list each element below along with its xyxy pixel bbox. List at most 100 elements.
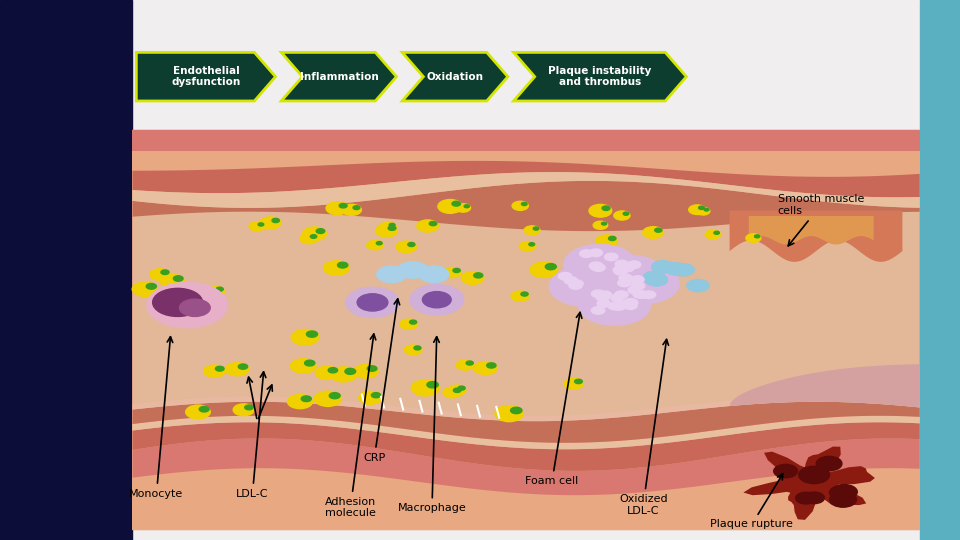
Circle shape <box>417 220 439 232</box>
Circle shape <box>575 379 583 383</box>
Circle shape <box>132 282 157 296</box>
Circle shape <box>408 242 415 247</box>
Circle shape <box>651 260 674 273</box>
Circle shape <box>655 292 662 296</box>
Circle shape <box>146 284 156 289</box>
Circle shape <box>346 287 399 318</box>
Circle shape <box>774 464 798 478</box>
Circle shape <box>615 260 629 268</box>
Circle shape <box>359 392 382 404</box>
Circle shape <box>245 405 253 410</box>
Polygon shape <box>731 364 920 408</box>
Polygon shape <box>136 52 276 101</box>
Circle shape <box>396 241 417 253</box>
Circle shape <box>372 393 380 398</box>
Circle shape <box>376 241 382 245</box>
Circle shape <box>829 486 853 500</box>
Circle shape <box>326 202 348 214</box>
Polygon shape <box>749 216 874 245</box>
Circle shape <box>304 360 315 366</box>
Circle shape <box>549 266 622 307</box>
Circle shape <box>529 242 535 246</box>
Text: Adhesion
molecule: Adhesion molecule <box>324 334 376 518</box>
Circle shape <box>467 361 473 365</box>
Circle shape <box>632 282 645 289</box>
Circle shape <box>388 226 396 231</box>
Circle shape <box>613 266 627 274</box>
Polygon shape <box>132 422 920 471</box>
Circle shape <box>609 237 616 240</box>
Circle shape <box>589 262 603 270</box>
Circle shape <box>260 217 281 229</box>
Circle shape <box>215 366 224 371</box>
Circle shape <box>473 273 483 278</box>
Circle shape <box>631 276 644 284</box>
Polygon shape <box>132 130 920 177</box>
Circle shape <box>434 291 444 296</box>
Circle shape <box>533 227 539 230</box>
Circle shape <box>200 407 209 412</box>
Circle shape <box>521 202 527 206</box>
Circle shape <box>328 368 338 373</box>
Circle shape <box>314 391 342 407</box>
Circle shape <box>511 407 522 414</box>
Circle shape <box>564 244 636 285</box>
Circle shape <box>249 222 265 231</box>
Circle shape <box>597 300 611 307</box>
Circle shape <box>461 272 484 285</box>
Circle shape <box>287 395 313 409</box>
Circle shape <box>291 359 316 373</box>
Circle shape <box>816 456 842 471</box>
Circle shape <box>443 267 461 278</box>
Circle shape <box>474 361 497 375</box>
Circle shape <box>545 264 557 270</box>
Circle shape <box>796 492 817 504</box>
Circle shape <box>643 227 663 238</box>
Circle shape <box>421 289 444 302</box>
Circle shape <box>688 205 706 214</box>
Circle shape <box>746 234 761 242</box>
Circle shape <box>216 287 224 291</box>
Circle shape <box>644 291 663 301</box>
Circle shape <box>511 291 529 301</box>
Circle shape <box>302 227 326 241</box>
Polygon shape <box>132 212 920 421</box>
Circle shape <box>635 291 648 298</box>
Circle shape <box>339 204 348 208</box>
Circle shape <box>591 264 605 272</box>
Circle shape <box>569 282 583 289</box>
Circle shape <box>448 385 466 395</box>
Circle shape <box>578 285 651 326</box>
Circle shape <box>379 222 396 232</box>
Circle shape <box>411 380 440 396</box>
Circle shape <box>205 299 216 305</box>
Circle shape <box>699 206 705 210</box>
Circle shape <box>204 365 226 377</box>
Circle shape <box>589 204 612 217</box>
Circle shape <box>458 386 466 390</box>
Circle shape <box>612 302 626 310</box>
Circle shape <box>272 218 279 222</box>
Circle shape <box>602 222 607 225</box>
Circle shape <box>330 367 357 382</box>
Circle shape <box>422 292 451 308</box>
Polygon shape <box>132 396 920 421</box>
Circle shape <box>147 282 228 328</box>
Circle shape <box>443 387 462 398</box>
Circle shape <box>593 221 608 229</box>
Bar <box>0 0 132 540</box>
Circle shape <box>410 320 417 324</box>
Circle shape <box>627 261 640 268</box>
Circle shape <box>453 388 461 393</box>
Polygon shape <box>132 130 920 151</box>
Circle shape <box>376 266 407 283</box>
Circle shape <box>643 271 666 284</box>
Circle shape <box>608 302 621 310</box>
Polygon shape <box>132 416 920 449</box>
Circle shape <box>329 393 340 399</box>
Circle shape <box>664 262 687 275</box>
Circle shape <box>642 291 656 299</box>
Circle shape <box>375 225 397 237</box>
Circle shape <box>353 206 360 210</box>
Circle shape <box>611 294 624 302</box>
